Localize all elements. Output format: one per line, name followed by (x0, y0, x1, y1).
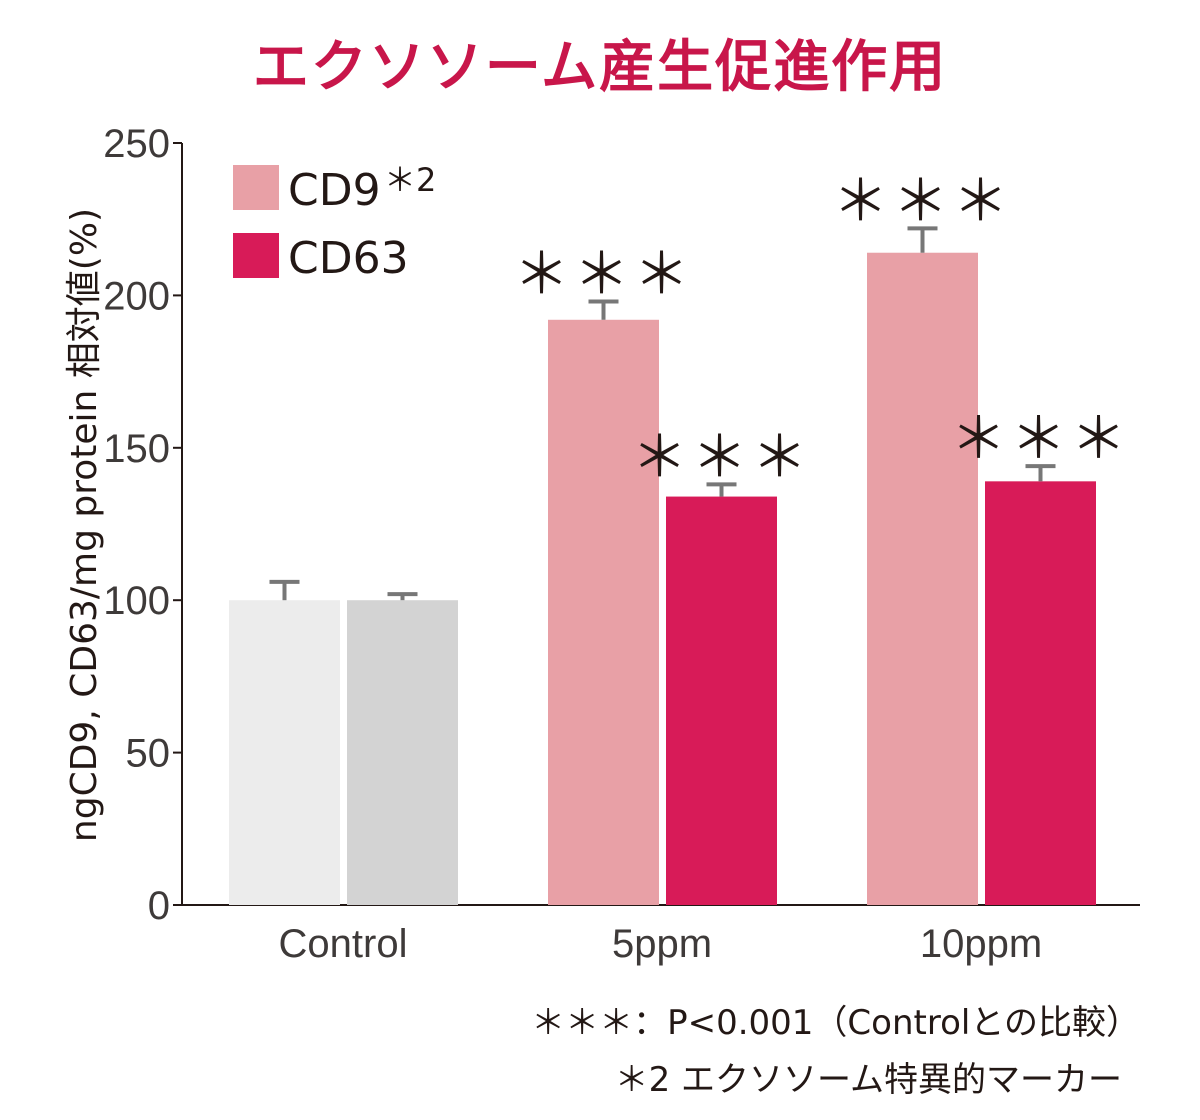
bar-cd9-control (229, 600, 340, 905)
legend-swatch-cd9 (233, 165, 279, 210)
significance-mark: ＊＊＊ (833, 169, 1013, 234)
bar-cd63-control (347, 600, 458, 905)
y-tick-label: 150 (103, 427, 170, 471)
y-tick-label: 0 (148, 884, 170, 928)
y-tick-label: 250 (103, 122, 170, 166)
significance-mark: ＊＊＊ (632, 425, 812, 490)
bar-cd9-5ppm (548, 319, 659, 905)
marker-note: ＊2 エクソソーム特異的マーカー (614, 1060, 1122, 1100)
legend-label-cd9: CD9 (288, 165, 381, 216)
legend-swatch-cd63 (233, 233, 279, 278)
x-tick-label: 10ppm (920, 922, 1042, 966)
legend-superscript: ＊2 (384, 161, 436, 199)
bar-cd9-10ppm (867, 252, 978, 905)
significance-note: ＊＊＊：P<0.001（Controlとの比較） (531, 1003, 1140, 1043)
legend-label-cd63: CD63 (288, 233, 409, 284)
y-tick-label: 100 (103, 579, 170, 623)
y-axis-label: ngCD9, CD63/mg protein 相対値(%) (64, 208, 105, 842)
x-tick-label: Control (279, 922, 408, 966)
bar-cd63-5ppm (666, 496, 777, 905)
chart-title: エクソソーム産生促進作用 (252, 35, 948, 100)
y-tick-label: 50 (126, 732, 171, 776)
significance-mark: ＊＊＊ (951, 407, 1131, 472)
bar-cd63-10ppm (985, 481, 1096, 905)
y-tick-label: 200 (103, 274, 170, 318)
x-tick-label: 5ppm (612, 922, 712, 966)
significance-mark: ＊＊＊ (514, 242, 694, 307)
